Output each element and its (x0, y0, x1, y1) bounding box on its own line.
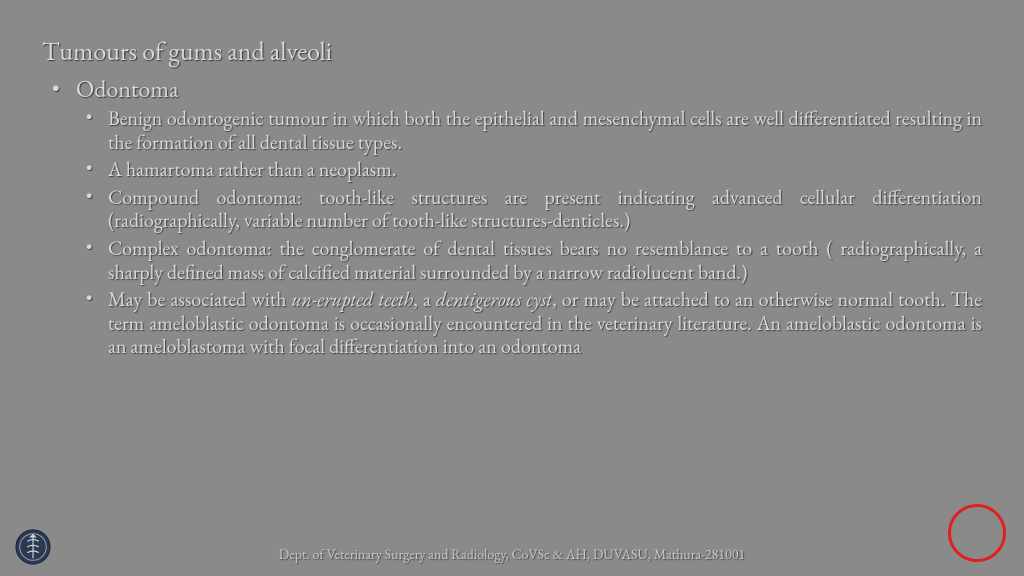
bullet-item: May be associated with un-erupted teeth,… (76, 288, 982, 359)
institution-logo-icon (14, 528, 52, 566)
footer-text: Dept. of Veterinary Surgery and Radiolog… (0, 546, 1024, 564)
corner-circle-icon (948, 504, 1006, 562)
level2-list: Benign odontogenic tumour in which both … (76, 107, 982, 359)
level1-label: Odontoma (76, 74, 982, 105)
bullet-item: A hamartoma rather than a neoplasm. (76, 158, 982, 182)
slide: Tumours of gums and alveoli Odontoma Ben… (0, 0, 1024, 576)
slide-title: Tumours of gums and alveoli (42, 34, 982, 68)
level1-list: Odontoma Benign odontogenic tumour in wh… (42, 74, 982, 359)
bullet-item: Compound odontoma: tooth-like structures… (76, 186, 982, 233)
bullet-item: Complex odontoma: the conglomerate of de… (76, 237, 982, 284)
bullet-item: Benign odontogenic tumour in which both … (76, 107, 982, 154)
level1-item: Odontoma Benign odontogenic tumour in wh… (42, 74, 982, 359)
